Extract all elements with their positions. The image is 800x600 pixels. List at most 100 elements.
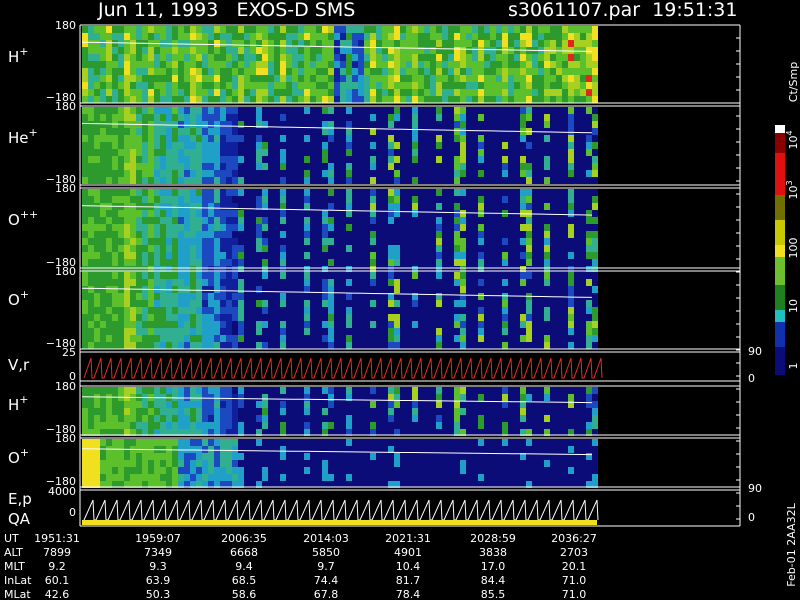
spectrogram-cell <box>400 82 406 89</box>
spectrogram-cell <box>238 107 244 114</box>
spectrogram-cell <box>502 429 508 436</box>
spectrogram-cell <box>562 128 568 135</box>
spectrogram-cell <box>376 335 382 342</box>
spectrogram-cell <box>304 203 310 210</box>
spectrogram-cell <box>262 342 268 349</box>
spectrogram-cell <box>298 54 304 61</box>
spectrogram-cell <box>208 89 214 96</box>
spectrogram-cell <box>544 415 550 422</box>
spectrogram-cell <box>166 128 172 135</box>
spectrogram-cell <box>118 408 124 415</box>
spectrogram-cell <box>142 293 148 300</box>
spectrogram-cell <box>472 142 478 149</box>
spectrogram-cell <box>382 68 388 75</box>
spectrogram-cell <box>106 121 112 128</box>
spectrogram-cell <box>124 177 130 184</box>
spectrogram-cell <box>142 429 148 436</box>
spectrogram-cell <box>220 328 226 335</box>
spectrogram-cell <box>310 196 316 203</box>
spectrogram-cell <box>220 453 226 460</box>
spectrogram-cell <box>142 210 148 217</box>
spectrogram-cell <box>460 96 466 103</box>
spectrogram-cell <box>340 259 346 266</box>
spectrogram-cell <box>118 460 124 467</box>
spectrogram-cell <box>250 394 256 401</box>
spectrogram-cell <box>442 272 448 279</box>
spectrogram-cell <box>514 238 520 245</box>
spectrogram-cell <box>430 272 436 279</box>
spectrogram-cell <box>178 460 184 467</box>
spectrogram-cell <box>466 266 472 273</box>
spectrogram-cell <box>394 47 400 54</box>
spectrogram-cell <box>82 224 88 231</box>
spectrogram-cell <box>454 156 460 163</box>
spectrogram-cell <box>298 439 304 446</box>
spectrogram-cell <box>292 40 298 47</box>
spectrogram-cell <box>238 128 244 135</box>
spectrogram-cell <box>190 135 196 142</box>
spectrogram-cell <box>226 245 232 252</box>
spectrogram-cell <box>442 217 448 224</box>
spectrogram-cell <box>130 210 136 217</box>
spectrogram-cell <box>196 314 202 321</box>
spectrogram-cell <box>394 467 400 474</box>
spectrogram-cell <box>466 394 472 401</box>
spectrogram-cell <box>292 47 298 54</box>
spectrogram-cell <box>298 286 304 293</box>
spectrogram-cell <box>364 135 370 142</box>
spectrogram-cell <box>142 61 148 68</box>
spectrogram-cell <box>556 224 562 231</box>
spectrogram-cell <box>574 224 580 231</box>
spectrogram-cell <box>166 163 172 170</box>
spectrogram-cell <box>82 107 88 114</box>
spectrogram-cell <box>484 453 490 460</box>
spectrogram-cell <box>574 33 580 40</box>
spectrogram-cell <box>568 335 574 342</box>
spectrogram-cell <box>94 210 100 217</box>
spectrogram-cell <box>364 460 370 467</box>
spectrogram-cell <box>88 460 94 467</box>
spectrogram-cell <box>346 286 352 293</box>
spectrogram-cell <box>400 156 406 163</box>
spectrogram-cell <box>94 272 100 279</box>
spectrogram-cell <box>520 177 526 184</box>
spectrogram-cell <box>208 429 214 436</box>
spectrogram-cell <box>160 401 166 408</box>
spectrogram-cell <box>172 196 178 203</box>
spectrogram-cell <box>340 335 346 342</box>
spectrogram-cell <box>508 26 514 33</box>
spectrogram-cell <box>580 238 586 245</box>
spectrogram-cell <box>106 114 112 121</box>
spectrogram-cell <box>586 415 592 422</box>
spectrogram-cell <box>196 107 202 114</box>
spectrogram-cell <box>592 321 598 328</box>
spectrogram-cell <box>436 245 442 252</box>
spectrogram-cell <box>190 75 196 82</box>
spectrogram-cell <box>370 156 376 163</box>
spectrogram-cell <box>430 61 436 68</box>
spectrogram-cell <box>412 439 418 446</box>
spectrogram-cell <box>352 387 358 394</box>
spectrogram-cell <box>532 89 538 96</box>
spectrogram-cell <box>448 387 454 394</box>
spectrogram-cell <box>280 40 286 47</box>
spectrogram-cell <box>304 328 310 335</box>
spectrogram-cell <box>244 89 250 96</box>
spectrogram-cell <box>328 96 334 103</box>
spectrogram-cell <box>442 47 448 54</box>
spectrogram-cell <box>244 170 250 177</box>
spectrogram-cell <box>556 272 562 279</box>
spectrogram-cell <box>214 149 220 156</box>
spectrogram-cell <box>262 467 268 474</box>
spectrogram-cell <box>220 61 226 68</box>
spectrogram-cell <box>220 321 226 328</box>
spectrogram-cell <box>352 321 358 328</box>
spectrogram-cell <box>196 453 202 460</box>
spectrogram-cell <box>256 156 262 163</box>
spectrogram-cell <box>310 460 316 467</box>
spectrogram-cell <box>358 33 364 40</box>
spectrogram-cell <box>196 272 202 279</box>
spectrogram-cell <box>286 387 292 394</box>
spectrogram-cell <box>262 89 268 96</box>
spectrogram-cell <box>580 272 586 279</box>
